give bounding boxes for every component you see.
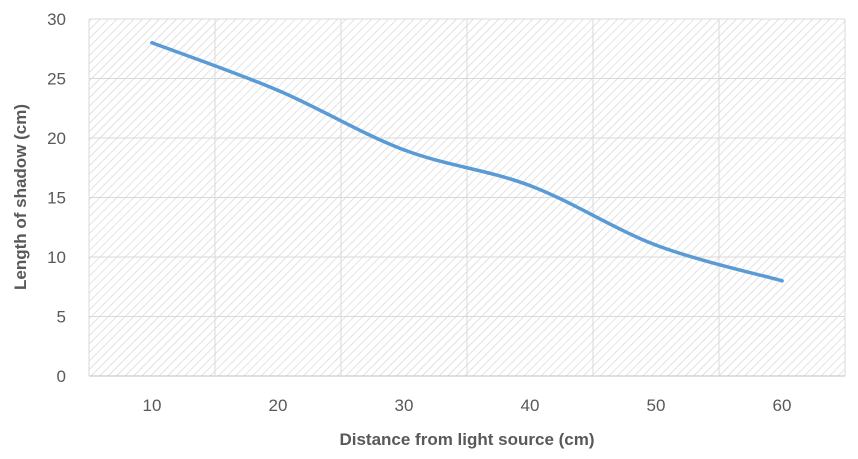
data-point bbox=[276, 88, 280, 93]
y-tick-label: 20 bbox=[47, 129, 66, 148]
data-point bbox=[654, 243, 658, 247]
data-point bbox=[528, 183, 532, 188]
y-axis-ticks: 0 5 10 15 20 25 30 bbox=[47, 10, 66, 386]
data-point bbox=[780, 279, 784, 283]
data-point bbox=[150, 41, 154, 45]
y-tick-label: 25 bbox=[47, 70, 66, 89]
x-tick-label: 30 bbox=[395, 396, 414, 415]
x-tick-label: 50 bbox=[647, 396, 666, 415]
y-tick-label: 5 bbox=[57, 308, 66, 327]
x-tick-label: 10 bbox=[143, 396, 162, 415]
data-point bbox=[402, 148, 406, 152]
y-tick-label: 0 bbox=[57, 367, 66, 386]
gridlines bbox=[88, 18, 846, 377]
series-group bbox=[150, 41, 784, 283]
x-axis-title: Distance from light source (cm) bbox=[339, 430, 594, 449]
y-tick-label: 10 bbox=[47, 248, 66, 267]
series-line bbox=[150, 41, 784, 283]
y-axis-title: Length of shadow (cm) bbox=[11, 104, 30, 290]
x-tick-label: 40 bbox=[521, 396, 540, 415]
x-axis-ticks: 10 20 30 40 50 60 bbox=[143, 396, 792, 415]
x-tick-label: 20 bbox=[269, 396, 288, 415]
y-tick-label: 30 bbox=[47, 10, 66, 29]
x-tick-label: 60 bbox=[773, 396, 792, 415]
y-tick-label: 15 bbox=[47, 189, 66, 208]
